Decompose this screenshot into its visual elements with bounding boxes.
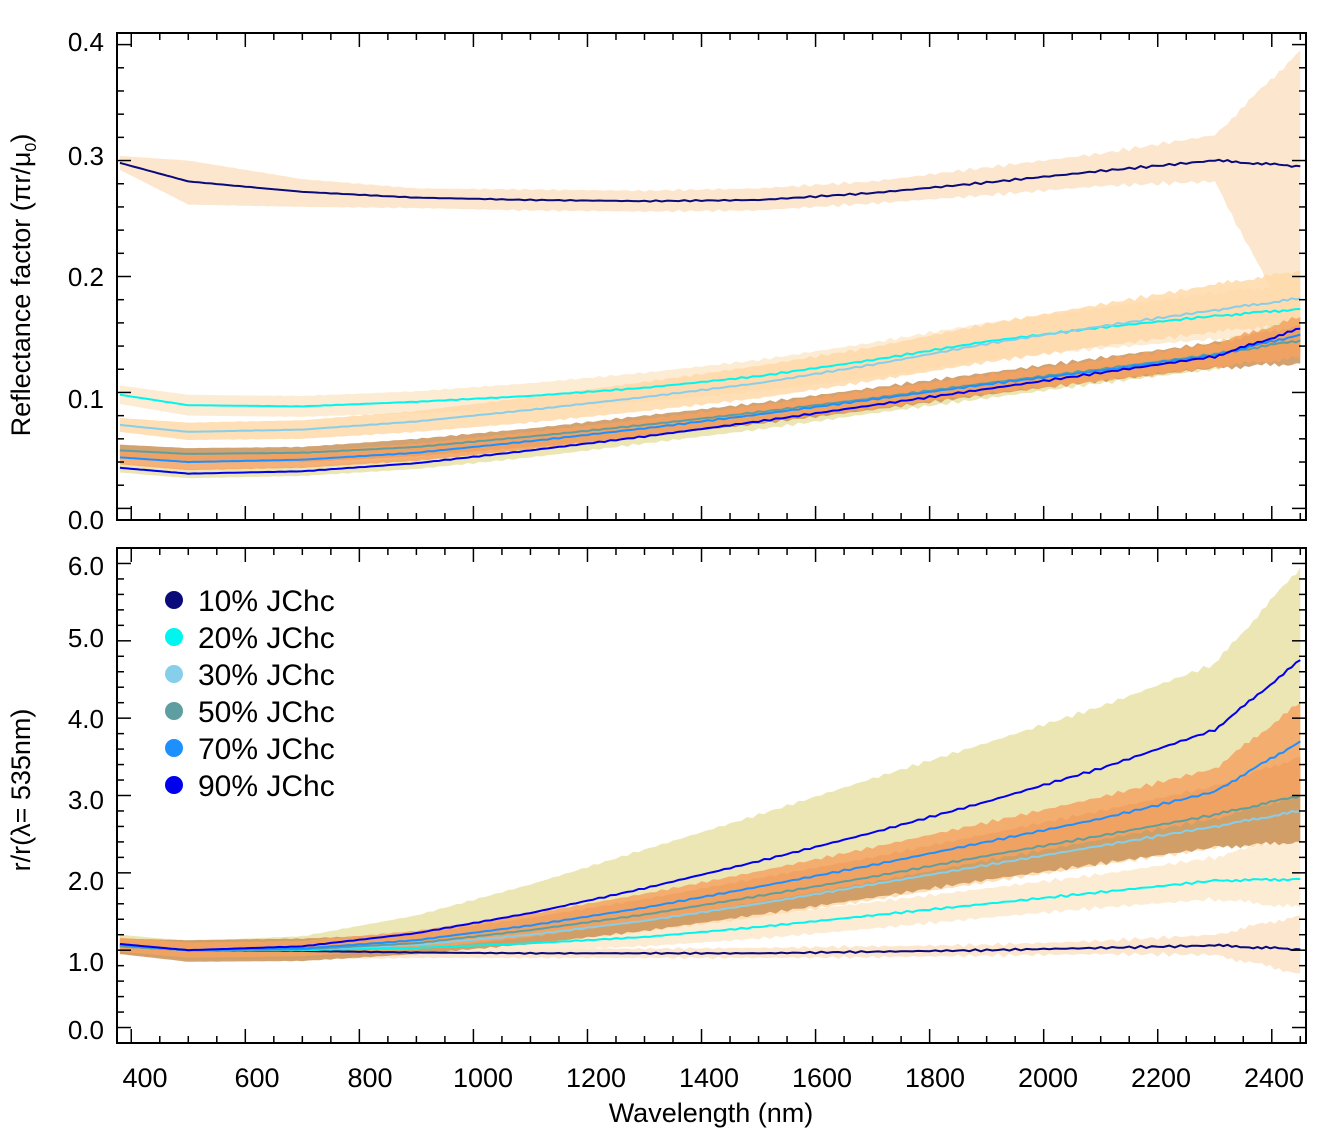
xtick-label: 1000 (453, 1063, 513, 1093)
top-y-axis-label-subscript: 0 (23, 143, 40, 152)
legend-label: 20% JChc (198, 622, 335, 655)
bottom-line-90pct (119, 659, 1301, 952)
bottom-ytick-label: 0.0 (68, 1015, 104, 1045)
bottom-band-70pct (119, 702, 1301, 958)
top-band-10pct (119, 50, 1301, 347)
xtick-label: 800 (347, 1063, 392, 1093)
top-ytick-label: 0.2 (68, 262, 104, 292)
bottom-ytick-label: 3.0 (68, 785, 104, 815)
bottom-series-lines (119, 659, 1301, 956)
top-ytick-label: 0.0 (68, 505, 104, 535)
top-y-tick-labels: 0.0 0.1 0.2 0.3 0.4 (68, 27, 104, 535)
bottom-band-10pct (119, 915, 1301, 974)
top-line-20pct (119, 308, 1301, 408)
top-ytick-label: 0.4 (68, 27, 104, 57)
top-axis-ticks (117, 33, 1306, 520)
legend-label: 30% JChc (198, 659, 335, 692)
top-y-axis-label: Reflectance factor (πr/μ0) (6, 134, 40, 437)
legend-label: 50% JChc (198, 696, 335, 729)
top-line-90pct (119, 327, 1301, 475)
x-axis-label: Wavelength (nm) (609, 1098, 814, 1128)
legend-marker (165, 591, 183, 609)
xtick-label: 1200 (566, 1063, 626, 1093)
normalized-panel: 0.0 1.0 2.0 3.0 4.0 5.0 6.0 r/r(λ= 535nm… (6, 547, 1307, 1045)
legend-label: 70% JChc (198, 733, 335, 766)
top-series-lines (119, 158, 1301, 475)
top-uncertainty-bands (119, 50, 1301, 479)
top-line-30pct (119, 297, 1301, 433)
bottom-line-70pct (119, 740, 1301, 952)
bottom-ytick-label: 6.0 (68, 551, 104, 581)
top-line-50pct (119, 339, 1301, 455)
legend-item: 90% JChc (165, 770, 335, 803)
reflectance-panel: 0.0 0.1 0.2 0.3 0.4 Reflectance factor (… (6, 27, 1307, 535)
legend-item: 50% JChc (165, 696, 335, 729)
top-band-30pct (119, 270, 1301, 440)
legend-item: 30% JChc (165, 659, 335, 692)
bottom-ytick-label: 5.0 (68, 623, 104, 653)
bottom-y-tick-labels: 0.0 1.0 2.0 3.0 4.0 5.0 6.0 (68, 551, 104, 1045)
xtick-label: 1400 (679, 1063, 739, 1093)
legend-item: 10% JChc (165, 585, 335, 618)
legend-marker (165, 739, 183, 757)
xtick-label: 600 (234, 1063, 279, 1093)
xtick-label: 400 (122, 1063, 167, 1093)
top-line-10pct (119, 158, 1301, 203)
bottom-ytick-label: 4.0 (68, 704, 104, 734)
legend-label: 10% JChc (198, 585, 335, 618)
bottom-ytick-label: 1.0 (68, 947, 104, 977)
bottom-ytick-label: 2.0 (68, 866, 104, 896)
top-band-50pct (119, 325, 1301, 463)
legend-item: 20% JChc (165, 622, 335, 655)
legend-item: 70% JChc (165, 733, 335, 766)
top-y-axis-label-close: ) (6, 134, 36, 143)
top-line-70pct (119, 333, 1301, 464)
legend-marker (165, 628, 183, 646)
legend-marker (165, 702, 183, 720)
top-ytick-label: 0.3 (68, 141, 104, 171)
xtick-label: 1800 (905, 1063, 965, 1093)
legend-label: 90% JChc (198, 770, 335, 803)
legend-marker (165, 776, 183, 794)
bottom-band-50pct (119, 756, 1301, 962)
top-band-70pct (119, 317, 1301, 471)
legend: 10% JChc 20% JChc 30% JChc 50% JChc 70% … (165, 585, 335, 803)
top-ytick-label: 0.1 (68, 384, 104, 414)
bottom-axis-ticks (117, 548, 1306, 1043)
xtick-label: 2200 (1131, 1063, 1191, 1093)
legend-marker (165, 665, 183, 683)
xtick-label: 2000 (1018, 1063, 1078, 1093)
bottom-y-axis-label: r/r(λ= 535nm) (6, 709, 36, 872)
xtick-label: 1600 (792, 1063, 852, 1093)
x-tick-labels: 400 600 800 1000 1200 1400 1600 1800 200… (122, 1063, 1304, 1093)
xtick-label: 2400 (1244, 1063, 1304, 1093)
